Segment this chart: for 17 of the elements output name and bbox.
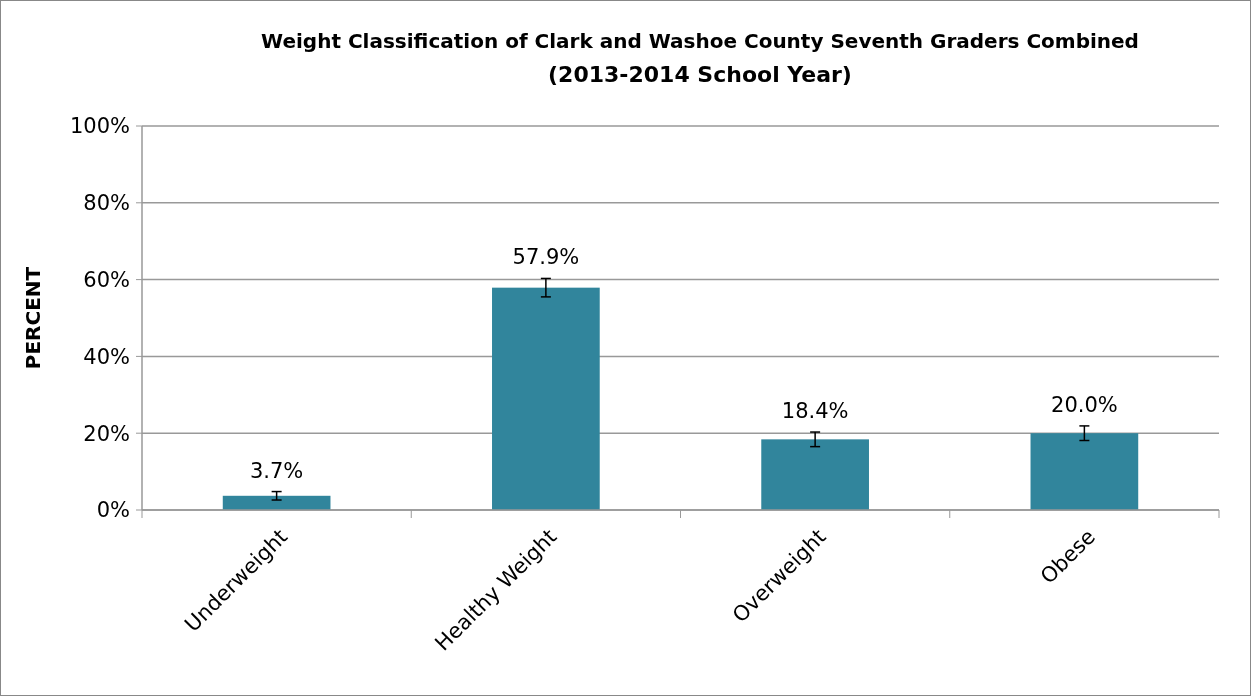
data-label: 18.4% <box>781 399 849 424</box>
y-tick-label: 40% <box>83 344 130 369</box>
y-tick-label: 80% <box>83 191 130 216</box>
chart-title: Weight Classification of Clark and Washoe County Seventh Graders Combined <box>261 29 1139 53</box>
y-tick-label: 0% <box>96 498 130 523</box>
data-label: 3.7% <box>249 458 304 483</box>
y-tick-label: 100% <box>69 114 130 139</box>
y-tick-label: 60% <box>83 267 130 292</box>
chart-subtitle: (2013-2014 School Year) <box>548 62 852 87</box>
y-axis-title: PERCENT <box>21 266 45 370</box>
data-label: 57.9% <box>512 245 580 270</box>
bar <box>492 287 600 510</box>
y-tick-label: 20% <box>83 421 130 446</box>
data-label: 20.0% <box>1051 392 1118 417</box>
bar <box>1030 433 1139 510</box>
bar <box>761 439 869 510</box>
bar <box>222 495 331 510</box>
